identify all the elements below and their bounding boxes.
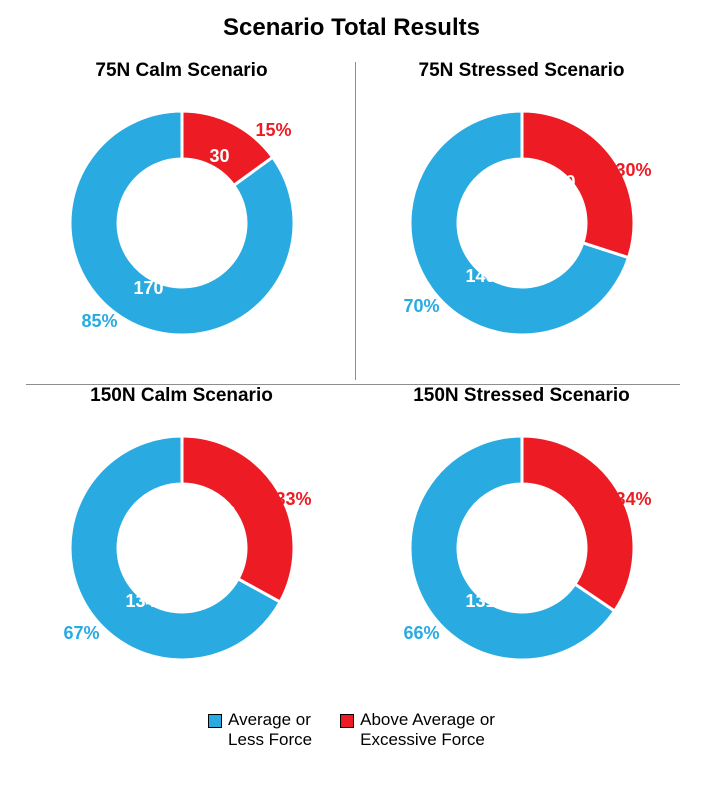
slice-red [182, 436, 294, 602]
count-label: 66 [216, 503, 236, 524]
legend-label: Average orLess Force [228, 710, 312, 749]
count-label: 170 [134, 278, 164, 299]
count-label: 69 [556, 503, 576, 524]
donut-chart: 140 70% 60 30% [372, 88, 672, 358]
donut-chart: 134 67% 66 33% [32, 413, 332, 683]
panel-1: 75N Stressed Scenario 140 70% 60 30% [352, 54, 692, 379]
legend-label: Above Average orExcessive Force [360, 710, 495, 749]
pct-label: 33% [276, 489, 312, 510]
panel-title: 75N Stressed Scenario [419, 60, 625, 82]
pct-label: 66% [404, 623, 440, 644]
count-label: 134 [126, 591, 156, 612]
chart-grid: 75N Calm Scenario 170 85% 30 15% 75N Stressed… [12, 54, 692, 704]
legend-item: Above Average orExcessive Force [340, 710, 495, 749]
pct-label: 15% [256, 120, 292, 141]
slice-red [522, 436, 634, 611]
pct-label: 70% [404, 296, 440, 317]
legend-swatch [208, 714, 222, 728]
panel-0: 75N Calm Scenario 170 85% 30 15% [12, 54, 352, 379]
count-label: 30 [210, 146, 230, 167]
panel-title: 150N Calm Scenario [90, 385, 273, 407]
pct-label: 67% [64, 623, 100, 644]
legend-swatch [340, 714, 354, 728]
slice-red [522, 111, 634, 258]
pct-label: 34% [616, 489, 652, 510]
donut-chart: 170 85% 30 15% [32, 88, 332, 358]
donut-chart: 131 66% 69 34% [372, 413, 672, 683]
panel-title: 150N Stressed Scenario [413, 385, 630, 407]
pct-label: 30% [616, 160, 652, 181]
panel-title: 75N Calm Scenario [95, 60, 267, 82]
count-label: 60 [556, 172, 576, 193]
count-label: 140 [466, 266, 496, 287]
main-title: Scenario Total Results [10, 14, 693, 42]
count-label: 131 [466, 591, 496, 612]
pct-label: 85% [82, 311, 118, 332]
legend-item: Average orLess Force [208, 710, 312, 749]
panel-2: 150N Calm Scenario 134 67% 66 33% [12, 379, 352, 704]
legend: Average orLess Force Above Average orExce… [10, 710, 693, 749]
panel-3: 150N Stressed Scenario 131 66% 69 34% [352, 379, 692, 704]
